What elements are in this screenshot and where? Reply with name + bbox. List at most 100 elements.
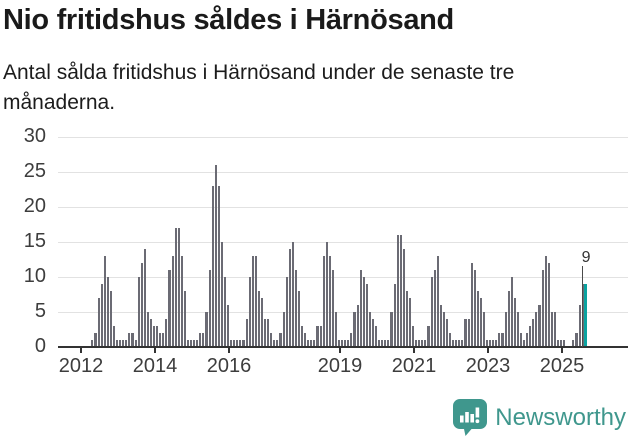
bar (196, 340, 199, 347)
bar (393, 284, 396, 347)
bar (328, 256, 331, 347)
bar (143, 249, 146, 347)
bar (418, 340, 421, 347)
bar (223, 277, 226, 347)
bar (119, 340, 122, 347)
bar (149, 319, 152, 347)
bar (347, 340, 350, 347)
bar (427, 326, 430, 347)
bar (257, 291, 260, 347)
brand-name: Newsworthy (495, 403, 626, 431)
y-axis-tick-label: 30 (23, 125, 46, 147)
bar (486, 340, 489, 347)
bar (137, 277, 140, 347)
bar (399, 235, 402, 347)
bar (316, 326, 319, 347)
bar (125, 340, 128, 347)
x-axis-tick (228, 347, 230, 353)
bar (436, 256, 439, 347)
bar (251, 256, 254, 347)
bar (535, 312, 538, 347)
bar (165, 319, 168, 347)
bar (390, 312, 393, 347)
bar (513, 298, 516, 347)
bar (146, 312, 149, 347)
newsworthy-brand-link[interactable]: Newsworthy (453, 399, 626, 436)
x-axis-tick (561, 347, 563, 353)
bar (233, 340, 236, 347)
bar (467, 319, 470, 347)
bar (464, 319, 467, 347)
bar (162, 333, 165, 347)
gridline (58, 312, 628, 313)
bar (538, 305, 541, 347)
bar (421, 340, 424, 347)
y-axis-tick-label: 10 (23, 265, 46, 287)
bar (91, 340, 94, 347)
bar (470, 263, 473, 347)
bar (504, 312, 507, 347)
bar (279, 333, 282, 347)
bar (523, 340, 526, 347)
bar (128, 333, 131, 347)
bar (325, 242, 328, 347)
bar (260, 298, 263, 347)
bar (415, 340, 418, 347)
bar (384, 340, 387, 347)
bar (442, 312, 445, 347)
bar (291, 242, 294, 347)
bar (122, 340, 125, 347)
bar (507, 291, 510, 347)
highlighted-bar (584, 284, 588, 347)
bar (301, 326, 304, 347)
gridline (58, 137, 628, 138)
x-axis-tick-label: 2016 (206, 355, 252, 377)
bar (365, 284, 368, 347)
bar (449, 333, 452, 347)
gridline (58, 277, 628, 278)
bar (452, 340, 455, 347)
bar (544, 256, 547, 347)
bar (227, 305, 230, 347)
bar (236, 340, 239, 347)
bar (220, 242, 223, 347)
bar (322, 256, 325, 347)
y-axis-tick-label: 25 (23, 160, 46, 182)
bar (371, 319, 374, 347)
bar (473, 270, 476, 347)
page-title: Nio fritidshus såldes i Härnösand (3, 4, 454, 36)
bar (510, 277, 513, 347)
bar (378, 340, 381, 347)
bar (359, 270, 362, 347)
highlight-value-label: 9 (581, 249, 591, 266)
x-axis-tick (487, 347, 489, 353)
bar (180, 256, 183, 347)
bar (285, 277, 288, 347)
bar (445, 319, 448, 347)
bar (270, 333, 273, 347)
bar (217, 186, 220, 347)
bar (344, 340, 347, 347)
bar (230, 340, 233, 347)
bar (273, 340, 276, 347)
bar (375, 326, 378, 347)
bar (276, 340, 279, 347)
annotation-line (582, 266, 584, 347)
bar (492, 340, 495, 347)
bar (516, 312, 519, 347)
bar (560, 340, 563, 347)
bar (186, 340, 189, 347)
bar (288, 249, 291, 347)
bar (578, 305, 581, 347)
bar (245, 319, 248, 347)
bar (532, 319, 535, 347)
bar (112, 326, 115, 347)
bar (405, 291, 408, 347)
bar (550, 312, 553, 347)
bar (424, 340, 427, 347)
bar (455, 340, 458, 347)
bar (408, 298, 411, 347)
bar (458, 340, 461, 347)
bar (177, 228, 180, 347)
bar (331, 270, 334, 347)
